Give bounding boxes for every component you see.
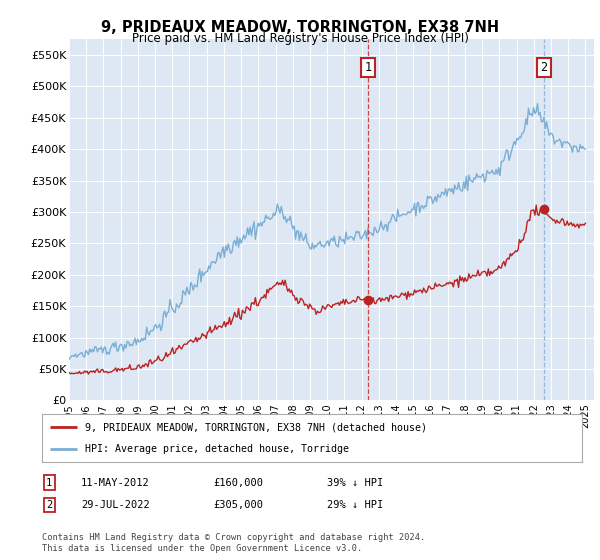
Text: 39% ↓ HPI: 39% ↓ HPI [327, 478, 383, 488]
Text: Contains HM Land Registry data © Crown copyright and database right 2024.
This d: Contains HM Land Registry data © Crown c… [42, 533, 425, 553]
Text: 11-MAY-2012: 11-MAY-2012 [81, 478, 150, 488]
Text: 2: 2 [540, 61, 547, 74]
Text: 29-JUL-2022: 29-JUL-2022 [81, 500, 150, 510]
Text: 29% ↓ HPI: 29% ↓ HPI [327, 500, 383, 510]
Text: 1: 1 [364, 61, 371, 74]
Text: Price paid vs. HM Land Registry's House Price Index (HPI): Price paid vs. HM Land Registry's House … [131, 32, 469, 45]
Text: £160,000: £160,000 [213, 478, 263, 488]
Text: 9, PRIDEAUX MEADOW, TORRINGTON, EX38 7NH (detached house): 9, PRIDEAUX MEADOW, TORRINGTON, EX38 7NH… [85, 422, 427, 432]
Text: £305,000: £305,000 [213, 500, 263, 510]
Text: 9, PRIDEAUX MEADOW, TORRINGTON, EX38 7NH: 9, PRIDEAUX MEADOW, TORRINGTON, EX38 7NH [101, 20, 499, 35]
Text: 2: 2 [46, 500, 52, 510]
Text: HPI: Average price, detached house, Torridge: HPI: Average price, detached house, Torr… [85, 444, 349, 454]
Text: 1: 1 [46, 478, 52, 488]
